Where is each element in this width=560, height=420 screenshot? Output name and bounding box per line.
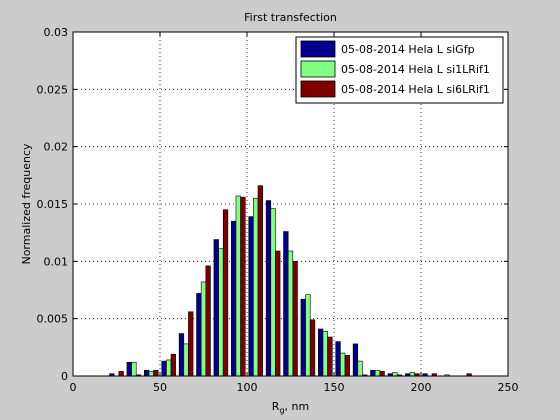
bar-series-2	[236, 196, 241, 376]
x-axis-label: Rg, nm	[272, 400, 309, 415]
bar-series-1	[371, 370, 376, 376]
y-tick-label: 0.01	[44, 255, 69, 268]
bar-series-3	[119, 371, 124, 376]
bar-series-3	[293, 261, 298, 376]
bar-series-2	[201, 282, 206, 376]
bar-series-1	[301, 299, 306, 376]
legend-label: 05-08-2014 Hela L si1LRif1	[341, 63, 490, 76]
bar-series-1	[197, 293, 202, 376]
legend-swatch	[301, 61, 335, 77]
bar-series-2	[132, 362, 137, 376]
bar-series-1	[318, 329, 323, 376]
bar-series-3	[241, 197, 246, 376]
bar-series-3	[188, 312, 193, 376]
bar-series-3	[328, 337, 333, 376]
bar-series-2	[306, 295, 311, 376]
bar-series-1	[144, 370, 149, 376]
bar-series-3	[310, 320, 315, 376]
x-tick-label: 100	[237, 381, 258, 394]
bar-series-3	[380, 371, 385, 376]
bar-series-3	[275, 251, 280, 376]
bar-series-3	[223, 210, 228, 376]
y-tick-label: 0.005	[37, 313, 69, 326]
bar-series-1	[127, 362, 132, 376]
bar-series-3	[154, 370, 159, 376]
y-tick-label: 0.03	[44, 26, 69, 39]
bar-series-1	[266, 201, 271, 376]
x-tick-label: 250	[498, 381, 519, 394]
bar-series-2	[184, 344, 189, 376]
legend-swatch	[301, 81, 335, 97]
bar-series-1	[231, 221, 236, 376]
bar-series-2	[166, 360, 171, 376]
bar-series-1	[284, 232, 289, 376]
bar-series-3	[345, 355, 350, 376]
bar-series-3	[258, 186, 263, 376]
bar-series-2	[149, 371, 154, 376]
x-tick-label: 50	[153, 381, 167, 394]
bar-series-2	[340, 353, 345, 376]
y-tick-label: 0.015	[37, 198, 69, 211]
legend-label: 05-08-2014 Hela L si6LRif1	[341, 83, 490, 96]
y-tick-label: 0.02	[44, 141, 69, 154]
y-tick-label: 0	[61, 370, 68, 383]
bar-series-1	[214, 240, 219, 376]
bar-series-3	[171, 354, 176, 376]
bar-series-2	[358, 361, 363, 376]
bar-series-1	[353, 344, 358, 376]
legend: 05-08-2014 Hela L siGfp 05-08-2014 Hela L…	[296, 37, 503, 103]
x-tick-label: 200	[411, 381, 432, 394]
x-tick-label: 0	[70, 381, 77, 394]
bar-series-2	[393, 373, 398, 376]
bar-series-1	[179, 334, 184, 376]
y-tick-label: 0.025	[37, 83, 69, 96]
bar-series-2	[288, 251, 293, 376]
x-axis-label-unit: , nm	[285, 400, 310, 413]
bar-series-2	[253, 198, 258, 376]
bar-series-3	[206, 266, 211, 376]
y-axis-label: Normalized frequency	[20, 143, 33, 265]
bar-series-2	[375, 370, 380, 376]
bar-series-2	[410, 373, 415, 376]
bar-series-1	[162, 361, 167, 376]
legend-swatch	[301, 41, 335, 57]
bar-series-1	[336, 342, 341, 376]
bar-series-1	[249, 217, 254, 376]
bar-series-2	[271, 209, 276, 376]
chart-title: First transfection	[244, 11, 337, 24]
x-tick-label: 150	[324, 381, 345, 394]
bar-series-2	[219, 249, 224, 376]
legend-label: 05-08-2014 Hela L siGfp	[341, 43, 475, 56]
bar-series-2	[323, 331, 328, 376]
